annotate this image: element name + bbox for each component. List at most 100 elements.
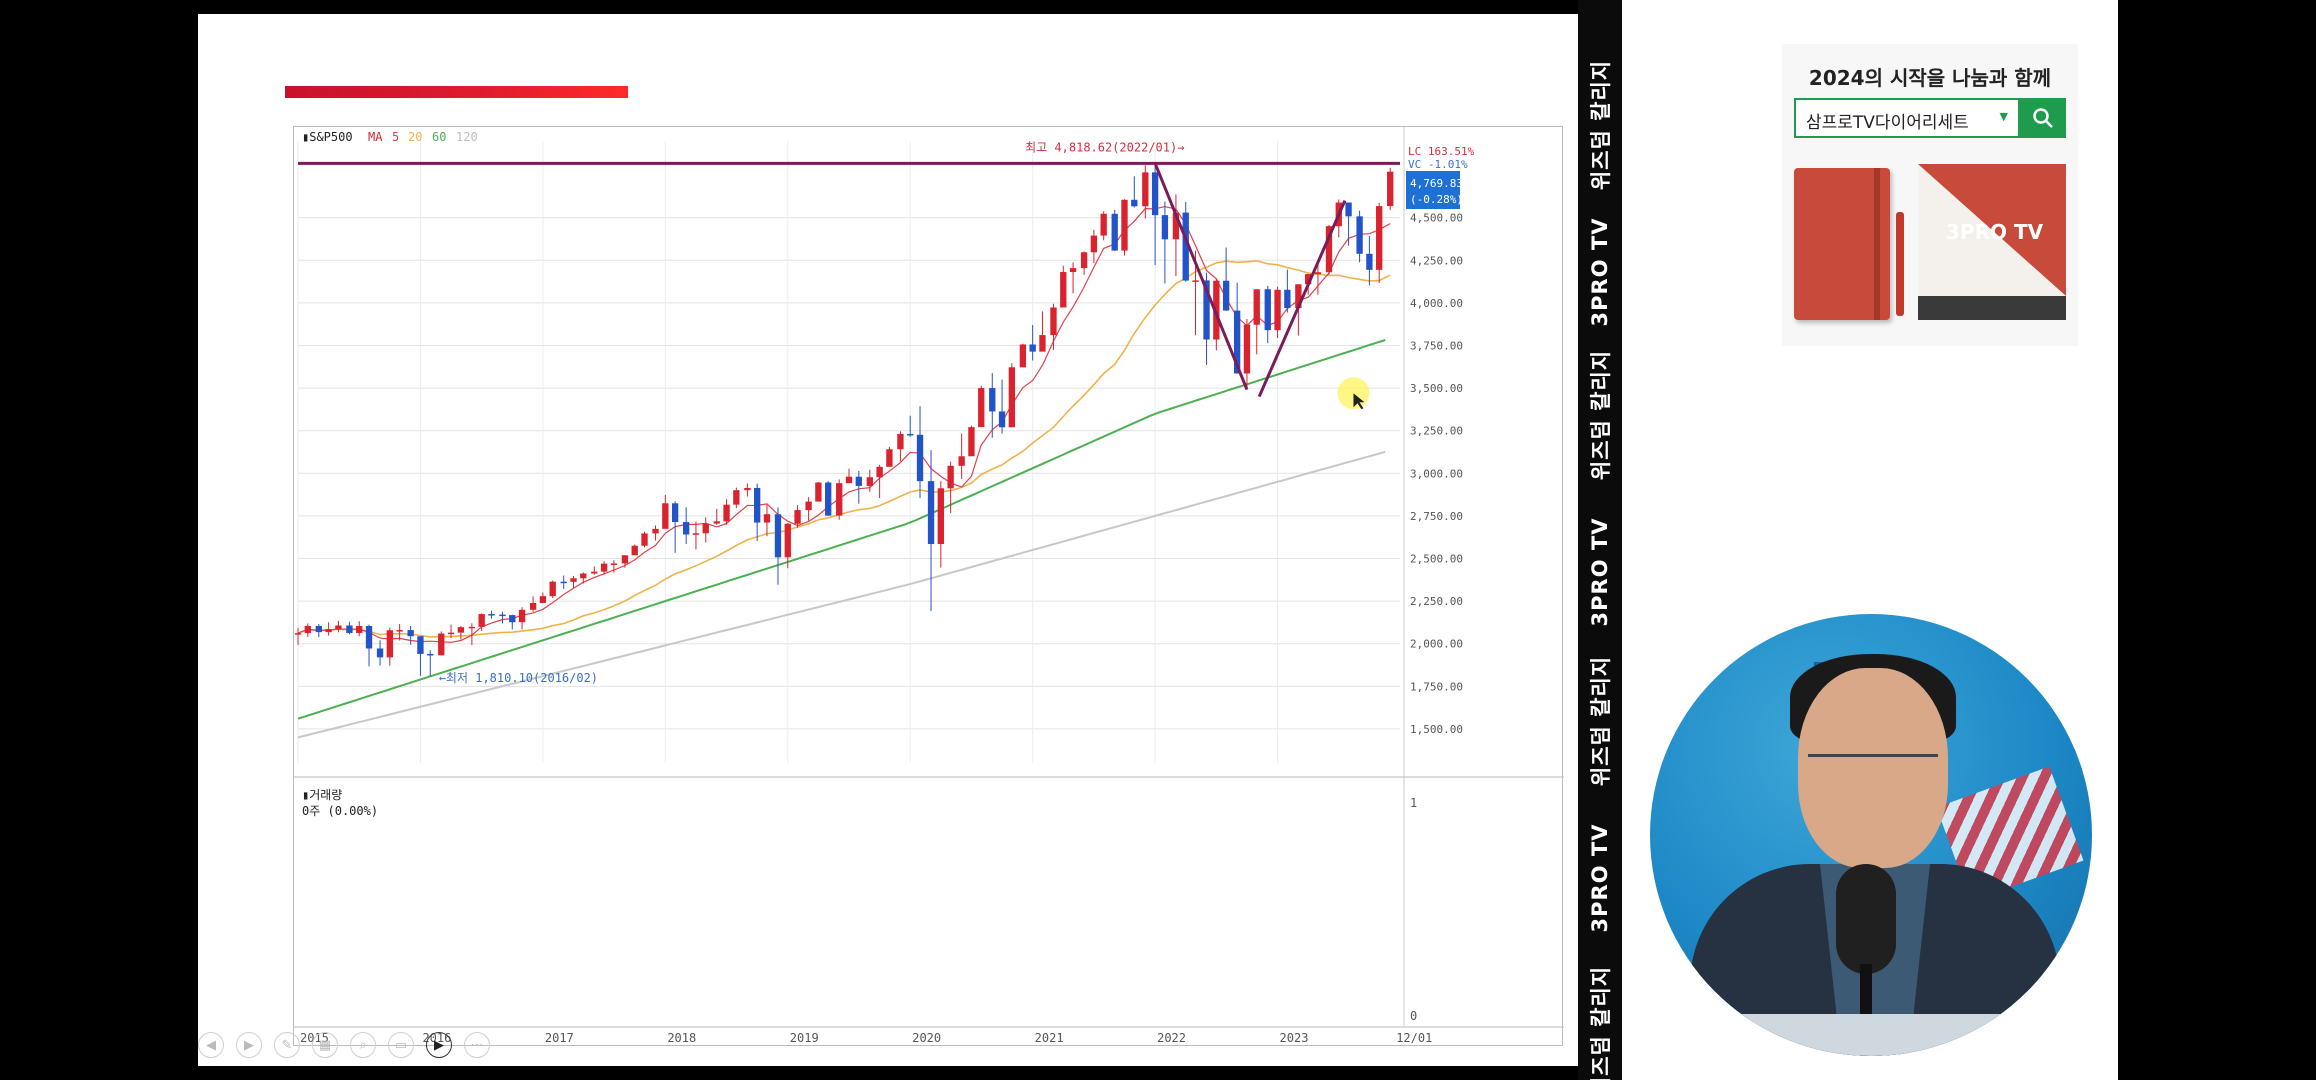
x-tick-label: 2020 [912,1031,941,1045]
ad-search-button[interactable] [2020,98,2066,138]
candle-body [998,411,1006,428]
price-box [1406,171,1460,209]
x-tick-label: 12/01 [1396,1031,1432,1045]
legend-item: 120 [456,130,478,144]
calendar-logo: 3PRO TV [1946,220,2044,244]
search-icon [2033,108,2053,128]
candle-body [723,504,730,522]
candle-body [1182,212,1189,281]
volume-tick: 1 [1410,796,1417,810]
candle-body [1069,268,1077,273]
slide-title-bar [285,86,628,98]
candle-body [386,630,393,658]
candle-body [662,503,669,529]
subtitle-icon[interactable]: ▭ [388,1032,414,1058]
candle-body [1305,274,1312,285]
candle-body [1151,172,1159,216]
chart-svg: 1,500.00 1,750.00 2,000.00 2,250.00 2,500.00… [294,127,1564,1045]
banner-text-wisdom: 위즈덤 칼리지 [1589,655,1613,787]
candle-body [641,533,648,546]
candle-body [631,545,638,556]
candle-body [335,625,342,630]
vc-label: VC -1.01% [1408,158,1468,171]
candle-body [407,630,414,637]
presenter-glasses [1808,754,1938,774]
vertical-brand-banner: 위즈덤 칼리지 3PRO TV 위즈덤 칼리지 3PRO TV 위즈덤 칼리지 … [1578,0,1622,1080]
candle-body [947,465,954,489]
presenter-head [1798,668,1948,868]
banner-text-3protv: 3PRO TV [1588,517,1612,627]
candle-body [1019,344,1027,368]
candle-body [438,633,445,656]
candle-body [1222,280,1230,311]
slides-grid-icon[interactable]: ▦ [312,1032,338,1058]
candle-body [1060,272,1067,308]
candle-body [989,388,996,412]
candle-body [845,476,853,484]
ma120-line [297,450,1386,739]
candle-body [866,477,873,486]
price-box-change: (-0.28%) [1410,193,1463,206]
candle-body [580,573,587,579]
candle-body [621,555,629,564]
pen-icon[interactable]: ✎ [274,1032,300,1058]
candle-body [468,626,476,629]
x-tick-label: 2019 [790,1031,819,1045]
candle-body [744,487,751,491]
candle-body [1029,344,1036,352]
candle-body [1192,280,1199,282]
candle-body [376,648,384,658]
zoom-icon[interactable]: ⌕ [350,1032,376,1058]
candle-body [396,630,403,632]
camera-icon[interactable]: ▶ [426,1032,452,1058]
candle-body [1203,280,1210,340]
candle-body [1325,226,1333,273]
candle-body [315,625,322,633]
candle-body [692,533,700,535]
diary-ad[interactable]: 2024의 시작을 나눔과 함께 삼프로TV다이어리세트 ▼ 3PRO TV [1782,44,2078,346]
candle-body [897,433,904,450]
more-options-icon[interactable]: ⋯ [464,1032,490,1058]
candle-body [539,596,547,603]
candle-body [927,481,935,545]
ad-search-field[interactable]: 삼프로TV다이어리세트 ▼ [1794,98,2020,138]
candle-body [763,514,771,523]
candle-body [610,563,618,565]
y-tick-label: 3,250.00 [1410,425,1463,438]
candle-body [1008,367,1016,428]
candle-body [294,633,302,635]
ad-search-value: 삼프로TV다이어리세트 [1806,113,1969,133]
candle-body [916,434,924,482]
candle-body [509,615,516,623]
prev-slide-icon[interactable]: ◀ [198,1032,224,1058]
candle-body [958,456,965,466]
candle-body [325,629,332,633]
legend-item: MA [368,130,383,144]
candle-body [713,521,720,524]
ad-title: 2024의 시작을 나눔과 함께 [1808,66,2052,90]
candle-body [794,510,801,524]
candle-body [978,388,985,428]
candle-body [876,466,883,478]
legend-symbol: ▮S&P500 [302,130,353,144]
dropdown-caret-icon[interactable]: ▼ [1999,110,2008,123]
x-tick-label: 2021 [1035,1031,1064,1045]
candle-body [1080,252,1088,269]
candle-body [855,476,862,486]
y-tick-label: 2,500.00 [1410,553,1463,566]
candle-body [304,625,311,634]
candle-body [733,490,740,505]
candle-body [886,449,893,467]
x-tick-label: 2018 [667,1031,696,1045]
candle-body [518,609,526,623]
y-tick-label: 1,750.00 [1410,680,1463,693]
mouse-cursor-icon [1353,393,1365,410]
candle-body [836,483,843,516]
ma5-line [297,205,1391,643]
pen-image [1896,212,1904,316]
candle-body [1243,324,1251,374]
next-slide-icon[interactable]: ▶ [236,1032,262,1058]
high-annotation: 최고 4,818.62(2022/01)→ [1025,140,1184,154]
y-tick-label: 1,500.00 [1410,723,1463,736]
candle-body [356,625,363,633]
